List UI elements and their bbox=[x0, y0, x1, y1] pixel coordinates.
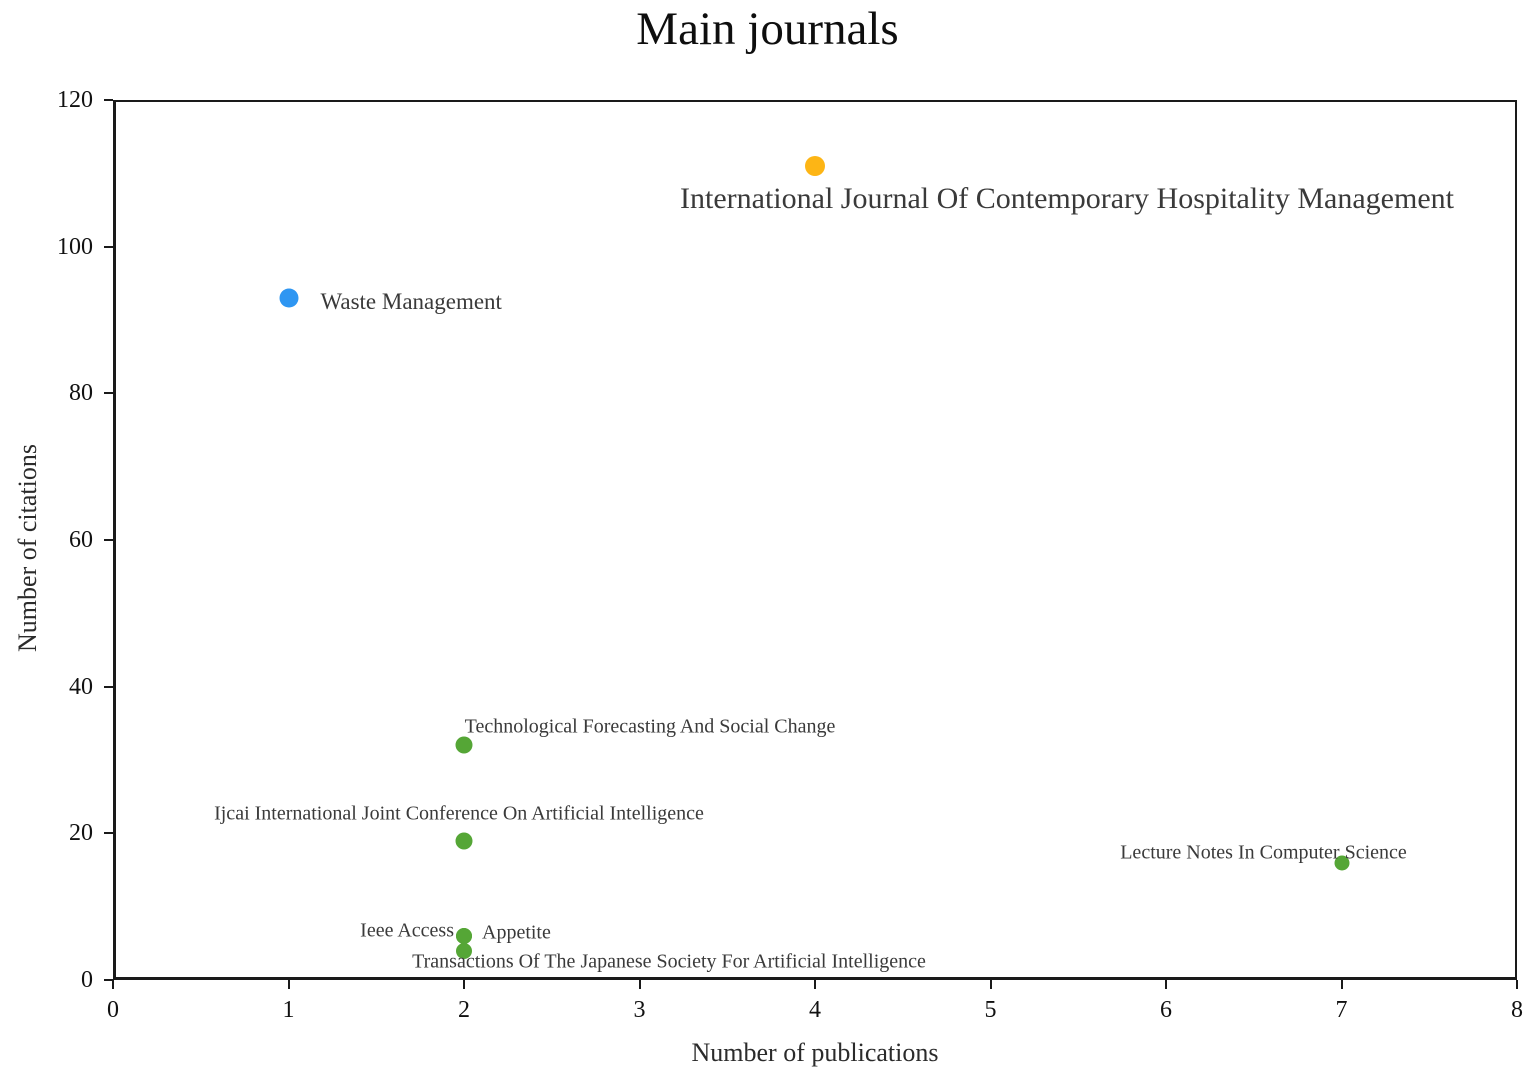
data-point-label: Appetite bbox=[482, 921, 551, 944]
x-tick-mark bbox=[1340, 980, 1343, 989]
x-tick-mark bbox=[112, 980, 114, 989]
x-axis-label: Number of publications bbox=[691, 1038, 939, 1067]
data-point-label: Lecture Notes In Computer Science bbox=[1120, 841, 1407, 864]
y-tick-label: 40 bbox=[69, 673, 93, 700]
x-tick-mark bbox=[989, 980, 992, 989]
data-point-label: Waste Management bbox=[320, 289, 502, 314]
data-point-label: International Journal Of Contemporary Ho… bbox=[680, 182, 1454, 215]
y-tick-mark bbox=[104, 392, 113, 395]
data-point-label: Ijcai International Joint Conference On … bbox=[214, 802, 704, 825]
data-point bbox=[456, 942, 472, 959]
plot-area bbox=[113, 100, 1517, 980]
y-tick-mark bbox=[104, 539, 113, 541]
x-tick-mark bbox=[463, 980, 465, 989]
data-point bbox=[455, 736, 473, 754]
x-tick-label: 6 bbox=[1160, 997, 1172, 1023]
x-tick-mark bbox=[1516, 980, 1518, 989]
x-tick-label: 4 bbox=[809, 997, 821, 1023]
y-tick-mark bbox=[104, 832, 113, 835]
data-point-label: Technological Forecasting And Social Cha… bbox=[464, 715, 836, 738]
y-tick-mark bbox=[104, 979, 113, 981]
y-tick-label: 100 bbox=[57, 233, 93, 260]
x-tick-label: 2 bbox=[458, 997, 470, 1023]
x-tick-label: 8 bbox=[1511, 997, 1523, 1023]
y-tick-label: 0 bbox=[81, 967, 93, 993]
y-tick-label: 60 bbox=[69, 527, 93, 553]
x-tick-label: 3 bbox=[633, 997, 646, 1023]
data-point-label: Transactions Of The Japanese Society For… bbox=[412, 950, 926, 973]
data-point-label: Ieee Access bbox=[360, 919, 454, 942]
x-tick-mark bbox=[814, 980, 816, 989]
y-tick-mark bbox=[104, 99, 113, 101]
x-tick-mark bbox=[1165, 980, 1167, 989]
x-tick-mark bbox=[287, 980, 290, 989]
x-tick-mark bbox=[638, 980, 641, 989]
data-point bbox=[279, 288, 298, 308]
x-tick-label: 7 bbox=[1335, 997, 1348, 1023]
y-tick-label: 20 bbox=[69, 820, 93, 847]
x-tick-label: 5 bbox=[984, 997, 997, 1023]
y-tick-label: 120 bbox=[57, 87, 93, 113]
data-point bbox=[455, 832, 473, 850]
y-tick-mark bbox=[104, 245, 113, 248]
chart-title: Main journals bbox=[636, 3, 899, 55]
y-tick-mark bbox=[104, 685, 113, 688]
data-point bbox=[1334, 855, 1349, 871]
x-tick-label: 1 bbox=[282, 997, 295, 1023]
data-point bbox=[456, 928, 472, 944]
data-point bbox=[805, 156, 825, 176]
y-tick-label: 80 bbox=[69, 380, 93, 407]
x-tick-label: 0 bbox=[107, 997, 119, 1023]
